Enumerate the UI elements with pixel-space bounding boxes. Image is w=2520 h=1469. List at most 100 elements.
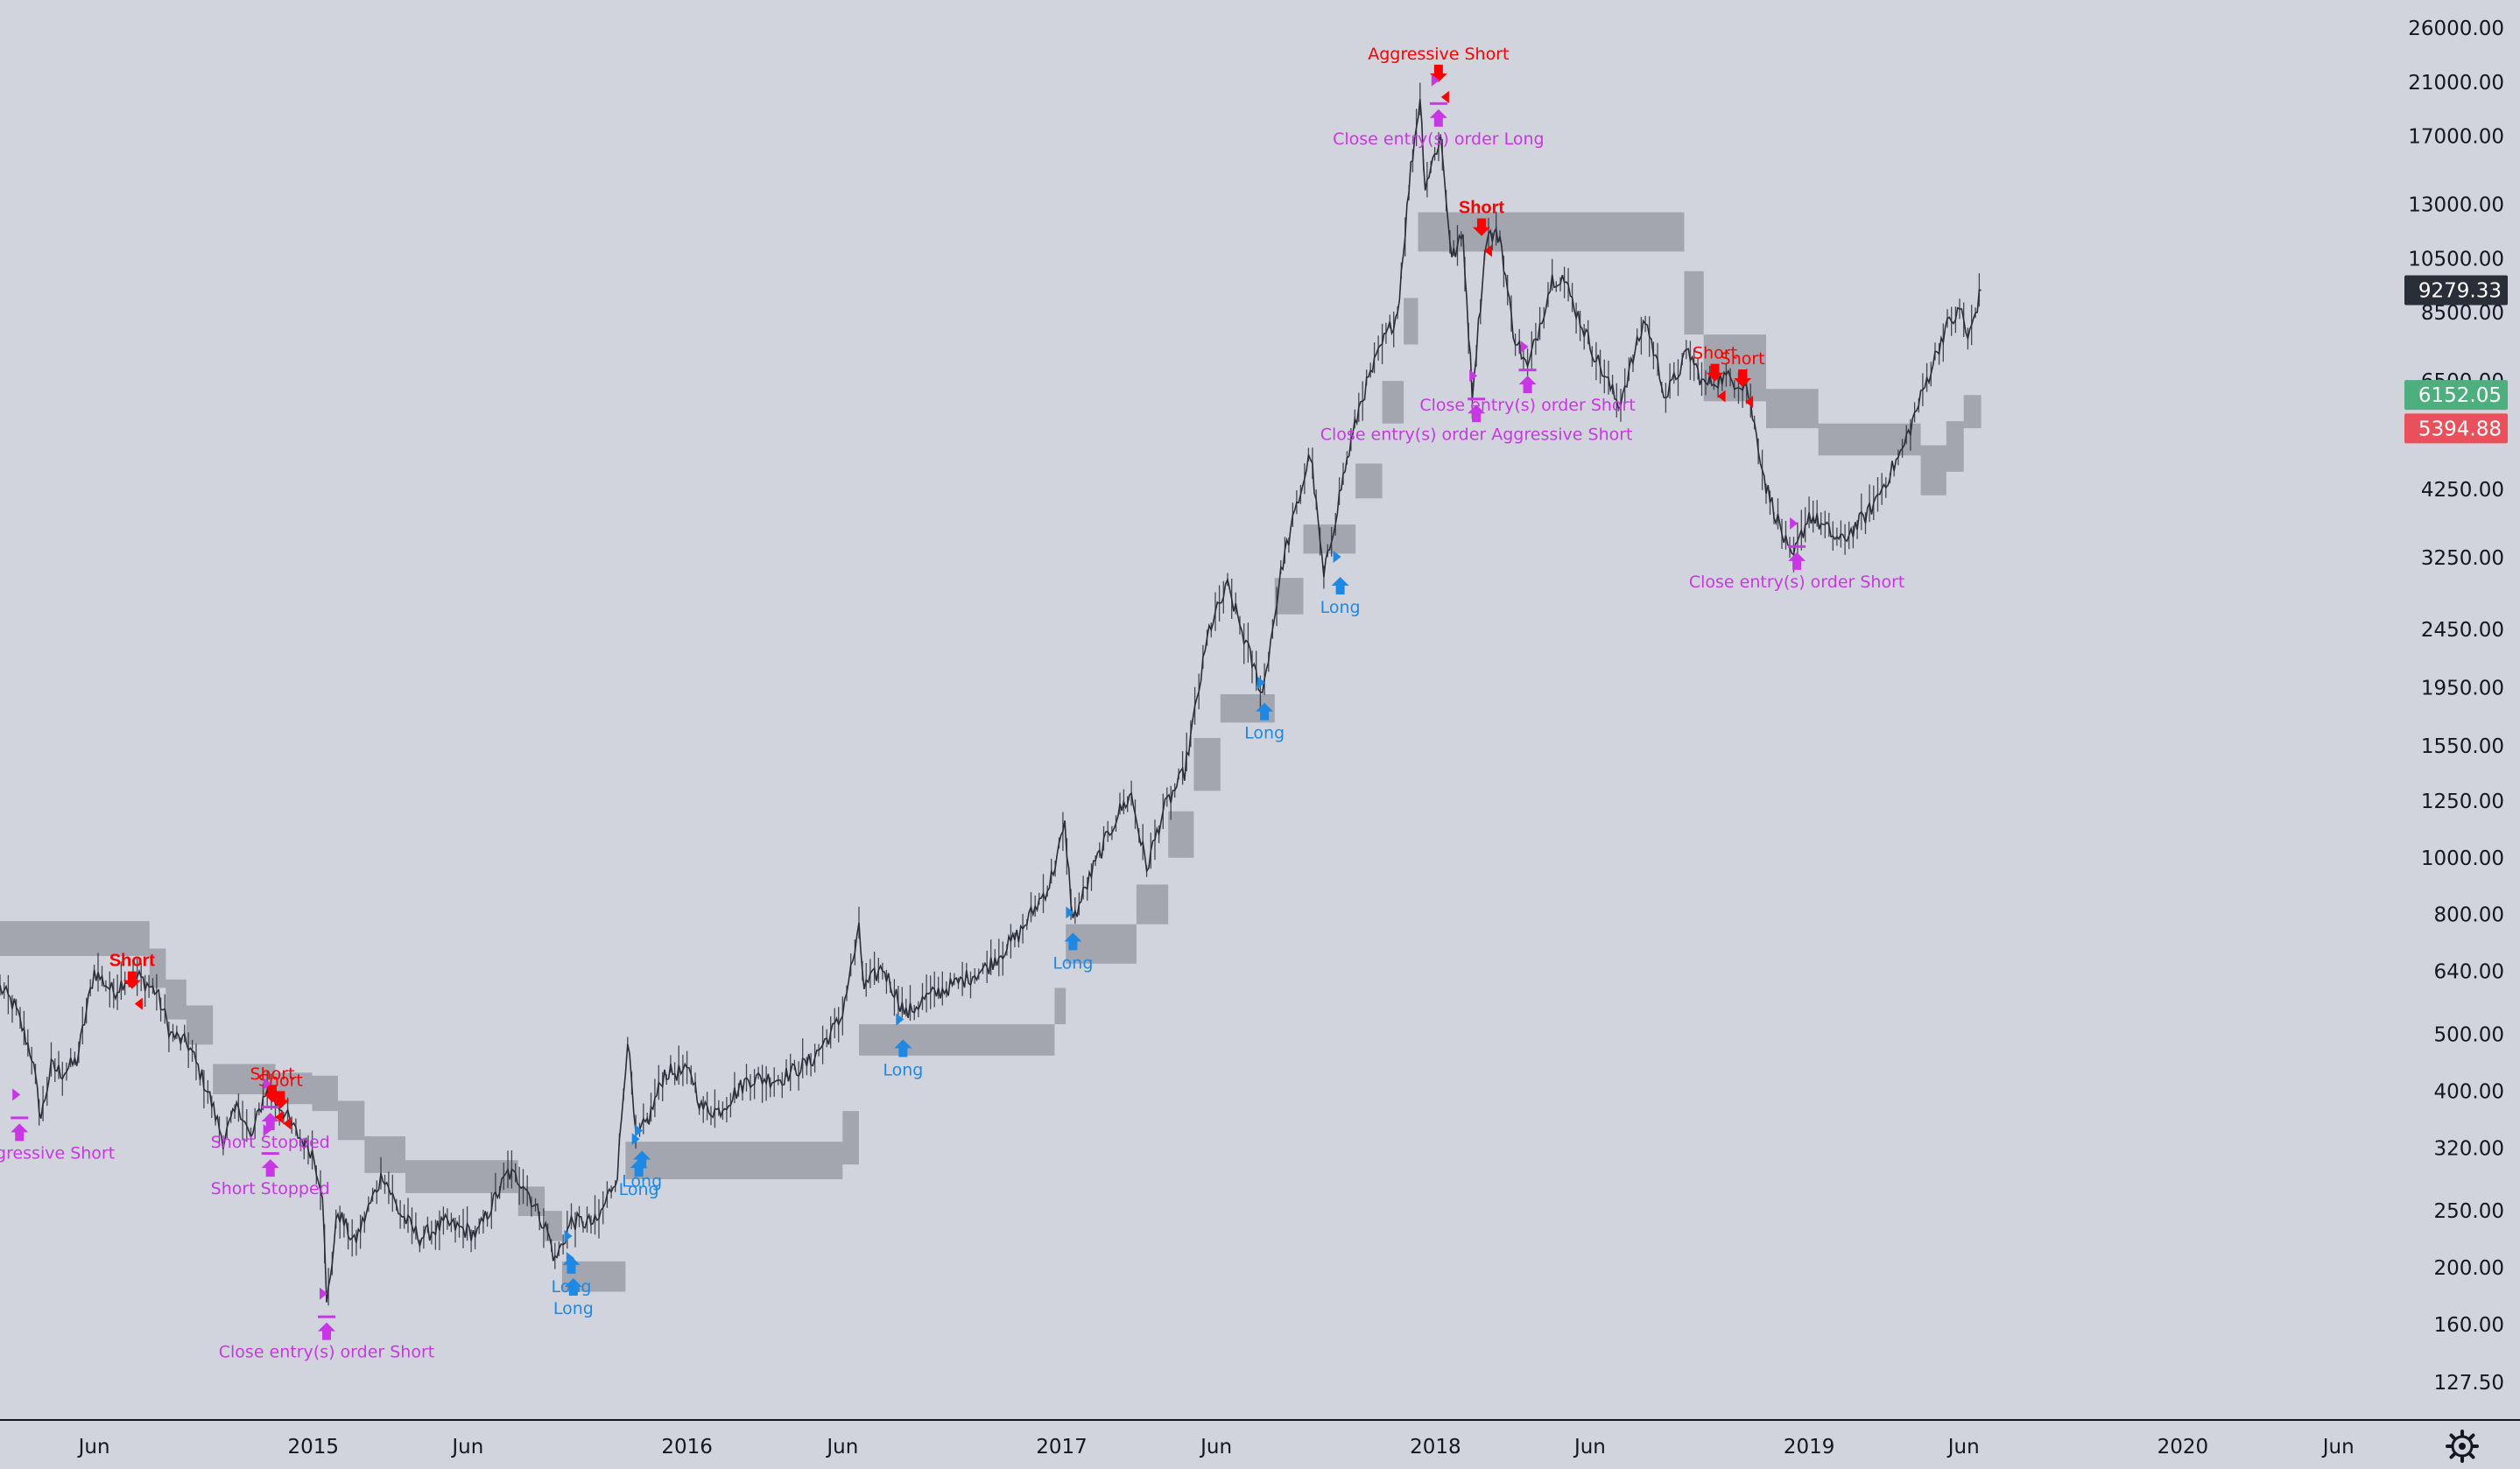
close-bar	[1468, 397, 1486, 401]
arrow-up-icon	[564, 1278, 582, 1297]
signal-layer: Shortorder Aggressive ShortShortShortSho…	[0, 45, 1904, 1362]
entry-marker-icon	[1333, 550, 1341, 563]
close-bar	[1788, 545, 1806, 548]
y-tick-label: 26000.00	[2408, 18, 2504, 40]
entry-marker-icon	[1440, 90, 1449, 103]
upper-band-badge-text: 6152.05	[2418, 384, 2502, 407]
y-tick-label: 1000.00	[2421, 847, 2504, 870]
signal-label: order Aggressive Short	[0, 1143, 115, 1163]
signal-close: Close entry(s) order Short	[1419, 341, 1636, 415]
close-bar	[318, 1315, 336, 1318]
y-tick-label: 1950.00	[2421, 677, 2504, 699]
signal-label: Short	[1721, 349, 1765, 369]
signal-close: order Aggressive Short	[0, 1088, 115, 1163]
signal-short: Aggressive Short	[1368, 45, 1509, 103]
entry-marker-icon	[564, 1229, 573, 1242]
signal-long: Long	[1052, 906, 1093, 973]
signal-label: Close entry(s) order Long	[1333, 130, 1544, 149]
arrow-down-icon	[1706, 363, 1724, 382]
entry-marker-icon	[1483, 244, 1492, 257]
signal-long: Long	[622, 1124, 662, 1191]
signal-label: Long	[553, 1299, 594, 1318]
signal-label: Close entry(s) order Short	[219, 1343, 435, 1362]
exit-marker-icon	[1431, 74, 1439, 87]
price-line	[0, 99, 1982, 1303]
entry-marker-icon	[283, 1117, 292, 1130]
y-tick-label: 250.00	[2434, 1200, 2504, 1223]
entry-marker-icon	[134, 997, 143, 1010]
signal-close: Close entry(s) order Long	[1333, 74, 1545, 149]
time-axis[interactable]: Jun 2015 Jun 2016 Jun 2017 Jun 2018 Jun 2019 Jun 20…	[0, 1419, 2520, 1469]
x-tick-label: Jun	[1573, 1436, 1606, 1458]
x-tick-label: Jun	[825, 1436, 858, 1458]
settings-gear-icon[interactable]	[2446, 1430, 2479, 1463]
exit-marker-icon	[1790, 517, 1798, 530]
arrow-up-icon	[633, 1150, 651, 1169]
arrow-up-icon	[261, 1159, 279, 1177]
y-tick-label: 3250.00	[2421, 547, 2504, 570]
time-axis-bg	[0, 1420, 2520, 1469]
upper-band-badge: 6152.05	[2404, 380, 2508, 411]
arrow-down-icon	[1734, 369, 1752, 388]
arrow-up-icon	[1256, 702, 1274, 720]
signal-label: Short	[109, 952, 156, 971]
signal-label: Short	[258, 1071, 303, 1090]
y-tick-label: 17000.00	[2408, 125, 2504, 148]
candle-wicks	[0, 82, 1981, 1306]
x-tick-label: Jun	[450, 1436, 483, 1458]
y-tick-label: 10500.00	[2408, 249, 2504, 271]
signal-close: Close entry(s) order Short	[219, 1287, 435, 1362]
band-layer	[0, 212, 1982, 1292]
x-tick-label: 2018	[1410, 1436, 1461, 1458]
x-tick-label: 2015	[288, 1436, 340, 1458]
close-bar	[11, 1116, 29, 1120]
signal-label: Long	[1052, 953, 1093, 973]
last-price-badge-text: 9279.33	[2418, 280, 2502, 303]
y-tick-label: 1250.00	[2421, 791, 2504, 813]
last-price-badge-bg	[2404, 275, 2508, 306]
last-price-badge: 9279.33	[2404, 275, 2508, 306]
signal-short: Short	[1459, 199, 1505, 257]
signal-label: Long	[622, 1172, 662, 1191]
signal-long: Long	[883, 1013, 923, 1079]
x-tick-label: 2016	[661, 1436, 713, 1458]
signal-close: Close entry(s) order Short	[1689, 517, 1905, 592]
lower-band-badge: 5394.88	[2404, 413, 2508, 444]
signal-label: Short	[1693, 344, 1737, 363]
y-tick-label: 320.00	[2434, 1137, 2504, 1160]
x-tick-label: Jun	[77, 1436, 110, 1458]
y-tick-label: 200.00	[2434, 1257, 2504, 1280]
signal-label: Long	[619, 1180, 659, 1199]
signal-label: Long	[1320, 598, 1361, 617]
arrow-up-icon	[1518, 376, 1537, 394]
arrow-up-icon	[261, 1113, 279, 1131]
x-tick-label: 2017	[1036, 1436, 1088, 1458]
entry-marker-icon	[631, 1133, 640, 1146]
signal-short: Short	[1721, 349, 1765, 409]
entry-marker-icon	[896, 1013, 905, 1026]
entry-marker-icon	[1717, 390, 1726, 403]
signal-close: Short Stopped	[211, 1124, 330, 1198]
arrow-up-icon	[894, 1039, 912, 1058]
x-tick-label: 2020	[2157, 1436, 2209, 1458]
signal-label: Close entry(s) order Aggressive Short	[1320, 425, 1633, 444]
y-tick-label: 800.00	[2434, 904, 2504, 927]
price-badges: 9279.33 6152.05 5394.88	[2404, 275, 2508, 444]
y-tick-label: 400.00	[2434, 1080, 2504, 1103]
y-tick-label: 13000.00	[2408, 193, 2504, 216]
close-bar	[261, 1106, 279, 1109]
arrow-down-icon	[1472, 218, 1490, 236]
signal-label: Close entry(s) order Short	[1419, 396, 1636, 415]
signal-long: Long	[553, 1252, 594, 1318]
arrow-up-icon	[1468, 404, 1486, 423]
signal-label: Close entry(s) order Short	[1689, 573, 1905, 592]
y-tick-label: 8500.00	[2421, 302, 2504, 325]
price-axis[interactable]: 26000.00 21000.00 17000.00 13000.00 10500.00…	[2408, 18, 2504, 1395]
signal-label: Short Stopped	[211, 1179, 330, 1198]
signal-short: Short	[1693, 344, 1737, 403]
y-tick-label: 160.00	[2434, 1314, 2504, 1337]
signal-long: Long	[1320, 550, 1361, 617]
signal-label: Short	[1459, 199, 1505, 218]
